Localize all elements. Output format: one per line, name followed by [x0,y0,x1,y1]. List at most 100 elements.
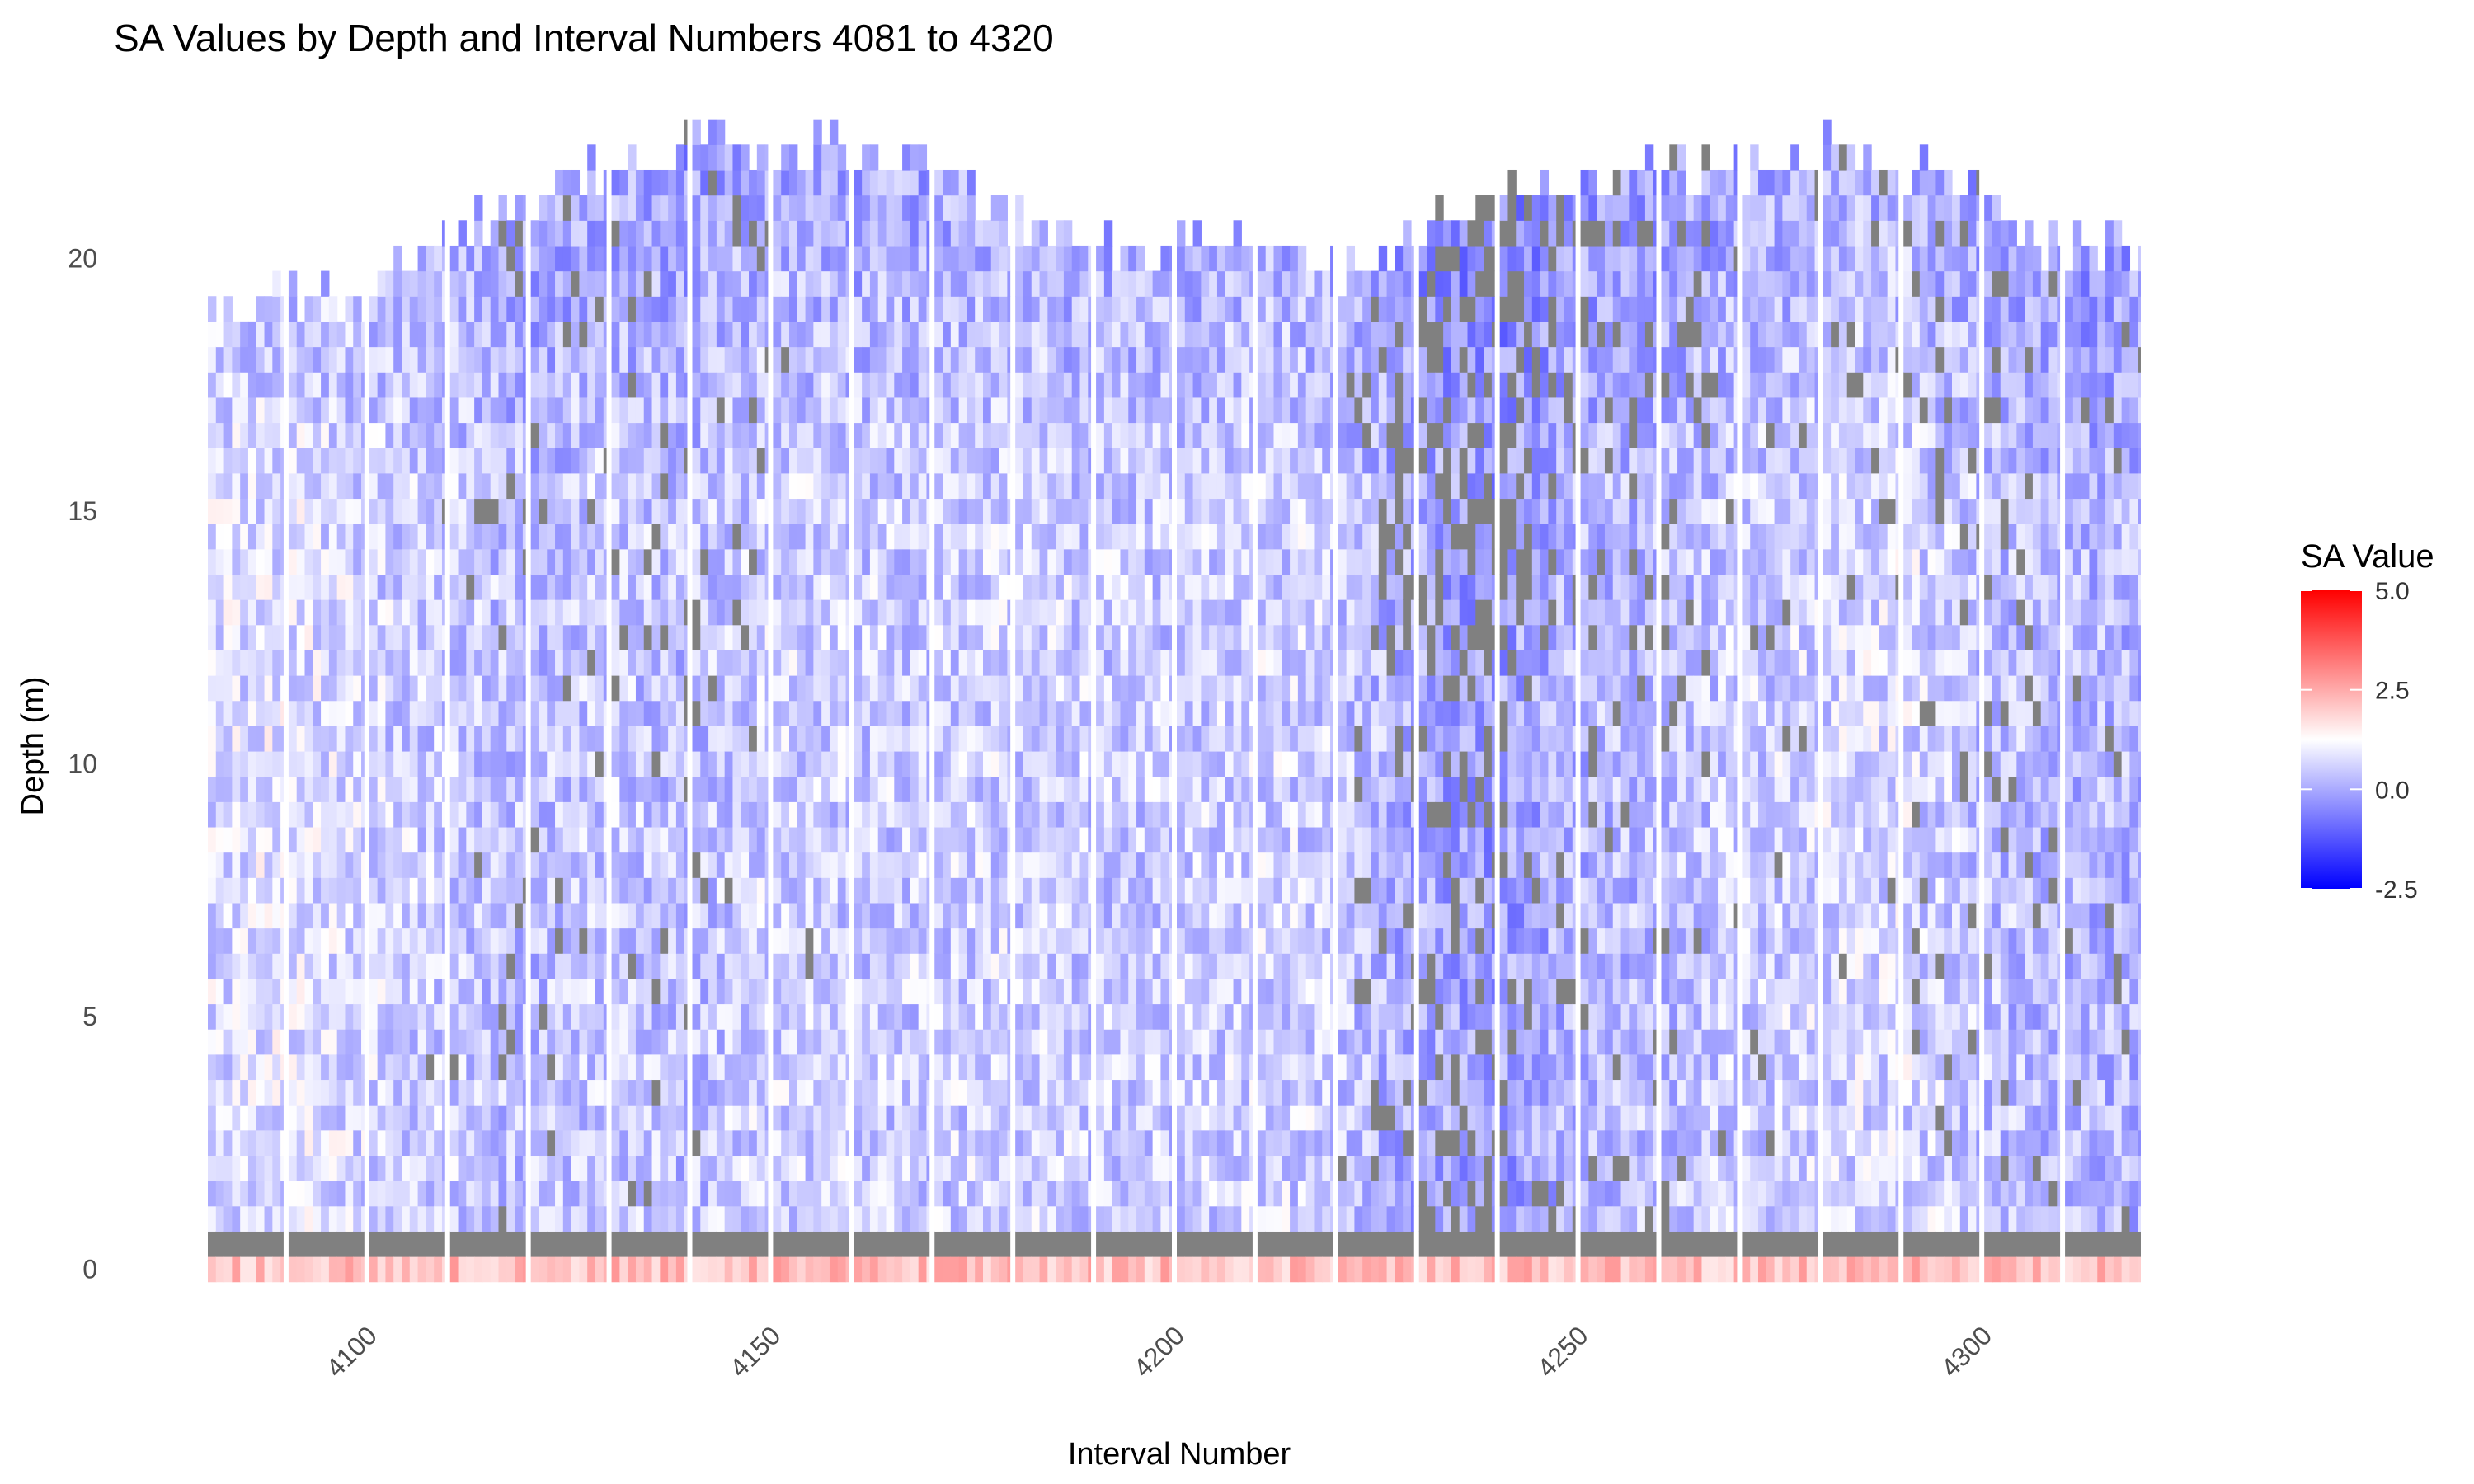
heatmap-cell [426,776,435,802]
heatmap-cell [692,599,701,626]
heatmap-cell [1063,599,1073,626]
heatmap-cell [474,650,483,676]
heatmap-cell [1031,422,1041,448]
heatmap-cell [990,801,1000,828]
heatmap-cell [749,498,758,524]
heatmap-cell [247,675,257,702]
heatmap-cell [975,524,984,550]
heatmap-cell [756,1029,766,1055]
heatmap-cell [208,372,217,398]
heatmap-cell [643,1054,653,1081]
heatmap-cell [1144,1054,1154,1081]
heatmap-cell [1047,978,1056,1005]
heatmap-cell [579,574,588,600]
heatmap-cell [1112,574,1122,600]
heatmap-cell [280,700,284,726]
heatmap-cell [926,448,930,474]
heatmap-cell [975,928,984,954]
heatmap-cell [603,422,607,448]
heatmap-cell [247,826,257,853]
heatmap-cell [280,574,284,600]
heatmap-cell [474,397,483,424]
heatmap-cell [862,321,871,348]
heatmap-cell [1015,270,1024,297]
heatmap-cell [264,397,273,424]
heatmap-cell [393,548,402,575]
heatmap-cell [562,700,572,726]
heatmap-cell [975,953,984,979]
heatmap-cell [240,902,249,929]
heatmap-cell [854,826,863,853]
heatmap-cell [474,472,483,500]
heatmap-cell [619,1105,628,1131]
heatmap-cell [515,928,524,954]
heatmap-cell [522,372,526,398]
heatmap-cell [1112,801,1122,828]
heatmap-cell [789,650,798,676]
heatmap-cell [313,877,322,904]
heatmap-cell [466,1029,475,1055]
heatmap-cell [579,422,588,448]
heatmap-cell [643,978,653,1005]
heatmap-cell [1007,574,1011,600]
heatmap-cell [716,1054,726,1081]
heatmap-cell [749,750,758,777]
heatmap-cell [967,599,976,626]
heatmap-cell [441,574,445,600]
heatmap-cell [781,650,790,676]
heatmap-cell [361,953,365,979]
heatmap-cell [894,599,903,626]
heatmap-cell [813,574,822,600]
heatmap-cell [369,852,379,878]
heatmap-cell [1152,726,1162,752]
heatmap-cell [1071,1079,1081,1106]
heatmap-cell [539,524,548,550]
heatmap-cell [417,1231,426,1257]
heatmap-cell [595,1181,604,1207]
heatmap-cell [1144,650,1154,676]
heatmap-cell [862,953,871,979]
heatmap-cell [458,1231,467,1257]
heatmap-cell [886,1181,895,1207]
heatmap-cell [1039,726,1048,752]
heatmap-cell [304,472,313,500]
heatmap-cell [288,902,298,929]
heatmap-cell [724,1003,734,1030]
heatmap-cell [999,700,1008,726]
heatmap-cell [749,372,758,398]
heatmap-cell [288,422,298,448]
heatmap-cell [1056,296,1065,322]
heatmap-cell [498,1054,507,1081]
heatmap-cell [983,1003,992,1030]
heatmap-cell [943,877,952,904]
heatmap-cell [1039,599,1048,626]
heatmap-cell [749,826,758,853]
heatmap-cell [700,574,709,600]
heatmap-cell [506,1054,515,1081]
heatmap-cell [449,270,459,297]
heatmap-cell [668,574,677,600]
heatmap-cell [264,574,273,600]
heatmap-cell [805,877,814,904]
heatmap-cell [854,1129,863,1157]
heatmap-cell [749,902,758,929]
heatmap-cell [1136,574,1145,600]
heatmap-cell [595,726,604,752]
heatmap-cell [426,1054,435,1081]
heatmap-cell [441,1079,445,1106]
heatmap-cell [1015,1029,1024,1055]
heatmap-cell [724,1105,734,1131]
heatmap-cell [813,220,822,247]
heatmap-cell [321,1256,330,1283]
heatmap-cell [999,346,1008,373]
heatmap-cell [1088,700,1092,726]
heatmap-cell [369,1181,379,1207]
heatmap-cell [1007,448,1011,474]
heatmap-cell [539,448,548,474]
heatmap-cell [240,1054,249,1081]
heatmap-cell [1047,776,1056,802]
heatmap-cell [675,877,685,904]
heatmap-cell [926,1029,930,1055]
heatmap-cell [313,1155,322,1181]
heatmap-cell [417,675,426,702]
